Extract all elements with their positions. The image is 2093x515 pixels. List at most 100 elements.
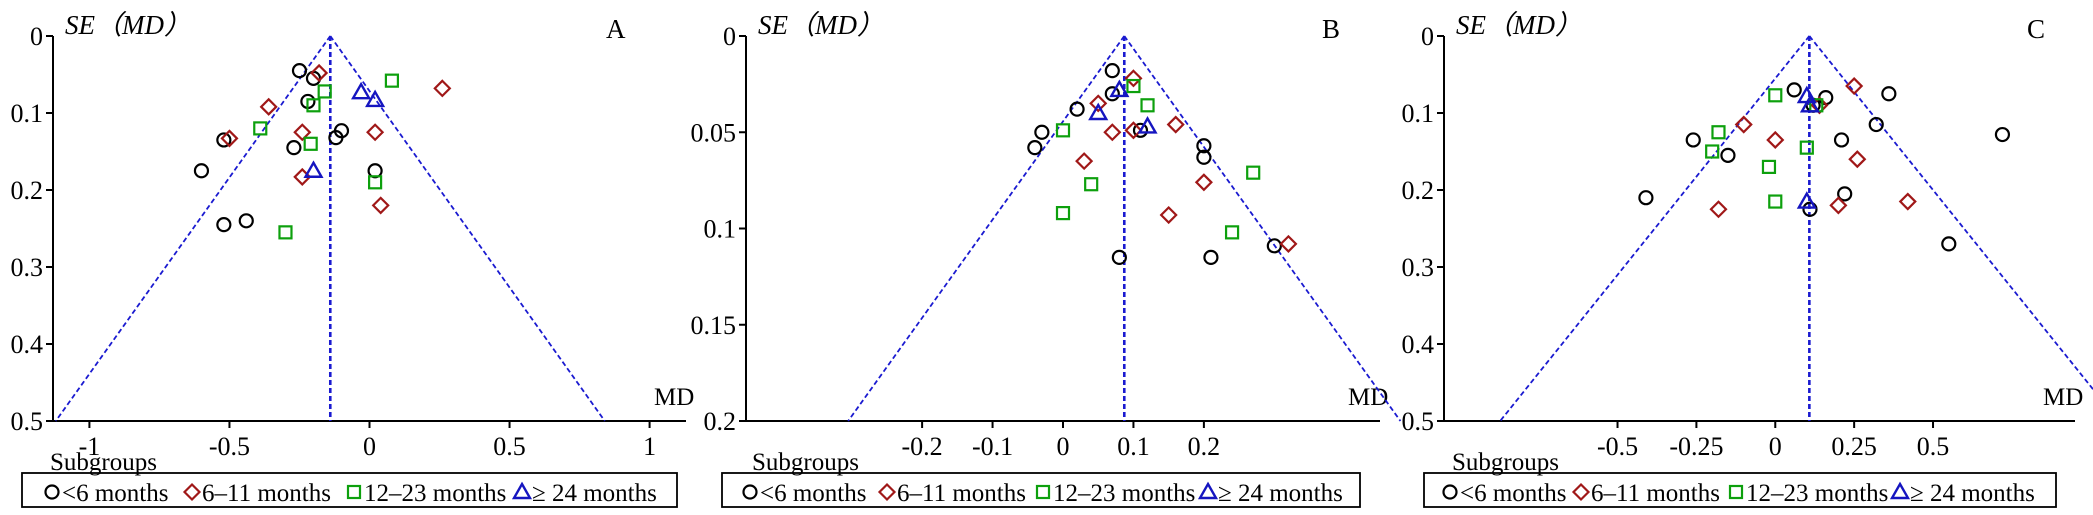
legend-marker-diamond (1571, 482, 1591, 502)
study-point-circle (1104, 86, 1120, 102)
funnel-right-limit (1808, 35, 2093, 391)
study-point-triangle (1109, 79, 1130, 98)
y-tick-label: 0.2 (704, 407, 737, 436)
study-point-square (1761, 159, 1777, 174)
legend-title: Subgroups (752, 449, 859, 476)
legend: Subgroups <6 months 6–11 months 12–23 month… (721, 449, 1361, 508)
legend-item-label: 12–23 months (364, 480, 506, 507)
x-tick-label: -0.5 (209, 432, 250, 461)
study-point-circle (291, 63, 308, 79)
study-point-circle (1720, 147, 1736, 163)
study-point-diamond (310, 63, 329, 83)
study-point-circle (1196, 138, 1212, 154)
y-tick-label: 0.4 (1402, 330, 1435, 359)
study-point-triangle (365, 89, 386, 108)
legend: Subgroups <6 months 6–11 months 12–23 month… (21, 449, 678, 508)
study-point-circle (1941, 236, 1957, 252)
legend-box (1423, 472, 2057, 508)
y-tick-label: 0.4 (11, 330, 44, 359)
study-point-diamond (220, 129, 239, 148)
legend-title: Subgroups (1452, 449, 1559, 476)
study-point-circle (1196, 149, 1212, 165)
y-tick-label: 0.5 (1402, 407, 1435, 436)
study-point-square (1055, 206, 1071, 221)
legend-box (721, 472, 1361, 508)
study-point-circle (1994, 126, 2011, 143)
study-point-square (1126, 78, 1141, 94)
x-tick-label: 0.5 (493, 432, 526, 461)
y-tick-label: 0.3 (1402, 253, 1435, 282)
study-point-square (278, 225, 293, 240)
x-tick-label: -0.2 (902, 432, 943, 461)
study-point-diamond (1766, 130, 1785, 150)
legend-item-label: 12–23 months (1053, 480, 1195, 507)
study-point-square (1055, 123, 1071, 138)
x-tick-label: -0.25 (1669, 432, 1723, 461)
study-point-square (303, 136, 318, 151)
study-point-diamond (1124, 69, 1143, 88)
funnel-left-limit (55, 35, 332, 422)
study-point-circle (1868, 116, 1884, 133)
x-tick-label: -0.5 (1597, 432, 1638, 461)
legend-item-label: <6 months (62, 480, 168, 507)
study-point-diamond (259, 97, 278, 116)
study-point-circle (1104, 63, 1120, 79)
study-point-circle (216, 132, 232, 148)
study-point-diamond (1124, 121, 1143, 140)
panel-label: B (1322, 14, 1340, 44)
study-point-circle (1802, 201, 1818, 217)
x-tick-label: 0 (1769, 432, 1782, 461)
legend-marker-diamond (877, 482, 897, 502)
y-tick-label: 0.1 (1402, 99, 1435, 128)
study-point-square (306, 98, 321, 113)
legend-title: Subgroups (50, 449, 157, 476)
legend-marker-square (1035, 484, 1051, 500)
y-tick-label: 0.05 (691, 118, 737, 147)
funnel-right-limit (329, 35, 606, 422)
x-tick-label: -0.1 (972, 432, 1013, 461)
y-tick-label: 0.1 (704, 215, 737, 244)
study-point-circle (216, 217, 232, 233)
legend-marker-triangle (1197, 481, 1219, 500)
funnel-right-limit (1123, 35, 1402, 422)
study-point-square (1246, 165, 1261, 180)
study-point-circle (1833, 132, 1850, 148)
study-point-circle (1069, 101, 1085, 117)
legend-item-label: <6 months (1460, 480, 1566, 507)
legend-marker-circle (1442, 484, 1458, 500)
y-axis-title: SE（MD） (758, 10, 884, 40)
study-point-diamond (1166, 115, 1185, 134)
x-tick-label: 1 (643, 432, 656, 461)
study-point-circle (1786, 82, 1802, 98)
y-tick-label: 0.2 (11, 176, 44, 205)
x-axis-title: MD (654, 384, 694, 411)
study-point-diamond (293, 123, 312, 142)
y-tick-label: 0.3 (11, 253, 44, 282)
study-point-square (1140, 98, 1155, 113)
funnel-left-limit (1499, 35, 1811, 422)
legend-marker-triangle (1889, 481, 1911, 500)
y-tick-label: 0.5 (11, 407, 44, 436)
study-point-square (1768, 88, 1783, 103)
legend-marker-circle (742, 484, 758, 500)
study-point-square (1224, 225, 1240, 240)
legend-marker-square (346, 484, 362, 500)
legend-item-label: ≥ 24 months (1218, 480, 1343, 507)
panel-label: A (606, 14, 626, 44)
study-point-diamond (1194, 173, 1213, 192)
study-point-diamond (1075, 152, 1094, 171)
legend-box (21, 472, 678, 508)
study-point-triangle (351, 81, 372, 100)
y-tick-label: 0.1 (11, 99, 44, 128)
x-tick-label: 0.2 (1188, 432, 1221, 461)
study-point-circle (1837, 186, 1853, 202)
y-axis-title: SE（MD） (65, 10, 191, 40)
funnel-left-limit (847, 35, 1126, 422)
study-point-circle (1034, 124, 1050, 140)
study-point-square (384, 73, 400, 88)
study-point-triangle (1799, 94, 1821, 113)
x-tick-label: 0.5 (1917, 432, 1950, 461)
study-point-square (1711, 125, 1726, 140)
legend: Subgroups <6 months 6–11 months 12–23 month… (1423, 449, 2057, 508)
